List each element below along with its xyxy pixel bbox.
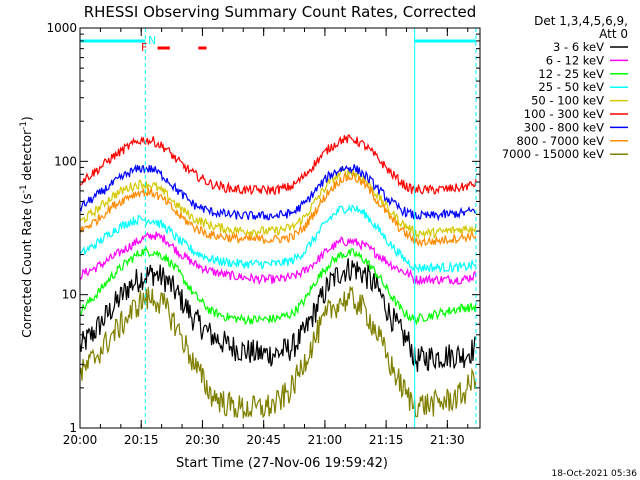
legend-entry-label: 12 - 25 keV	[538, 67, 604, 81]
y-axis-label-superscript: -1	[19, 121, 29, 130]
y-tick-label: 100	[54, 154, 77, 168]
x-tick-label: 21:30	[430, 433, 465, 447]
series-line	[79, 164, 477, 222]
series-line	[79, 246, 477, 326]
x-tick-label: 20:15	[124, 433, 159, 447]
series-line	[79, 231, 477, 286]
legend-header: Det 1,3,4,5,6,9,	[534, 14, 628, 28]
y-axis-label: Corrected Count Rate (s-1 detector-1)	[19, 116, 34, 337]
series-line	[79, 166, 477, 240]
x-axis-label: Start Time (27-Nov-06 19:59:42)	[176, 456, 388, 471]
x-tick-label: 21:15	[369, 433, 404, 447]
flag-label: F	[141, 41, 147, 54]
series-line	[79, 203, 477, 274]
y-axis-label-superscript: -1	[19, 184, 29, 193]
legend-entry-label: 7000 - 15000 keV	[502, 147, 604, 161]
x-tick-label: 20:45	[246, 433, 281, 447]
legend-entry-label: 3 - 6 keV	[553, 40, 604, 54]
y-tick-label: 1	[69, 421, 77, 435]
y-axis-label-part: )	[20, 116, 34, 121]
x-tick-label: 21:00	[308, 433, 343, 447]
series-line	[79, 286, 477, 419]
legend-entry-label: 100 - 300 keV	[524, 107, 604, 121]
legend-entry-label: 6 - 12 keV	[546, 53, 604, 67]
flag-label: N	[148, 34, 156, 47]
series-line	[79, 134, 477, 197]
x-tick-label: 20:30	[185, 433, 220, 447]
legend-entry-label: 25 - 50 keV	[538, 80, 604, 94]
legend-entry-label: 800 - 7000 keV	[516, 134, 604, 148]
y-axis-label-part: detector	[20, 130, 34, 185]
legend-entry-label: 300 - 800 keV	[524, 120, 604, 134]
series-line	[79, 258, 477, 372]
chart-title: RHESSI Observing Summary Count Rates, Co…	[84, 3, 477, 21]
plot-frame	[79, 27, 481, 429]
legend-entry-label: 50 - 100 keV	[531, 94, 604, 108]
plot-series	[79, 134, 477, 419]
y-axis-label-part: Corrected Count Rate (s	[20, 193, 34, 337]
y-tick-label: 10	[62, 288, 77, 302]
axes: 20:00 20:15 20:30 20:45 21:00 21:15 21:30 1 10 10…	[46, 21, 481, 447]
x-tick-label: 20:00	[63, 433, 98, 447]
y-tick-label: 1000	[46, 21, 77, 35]
timestamp: 18-Oct-2021 05:36	[552, 469, 638, 479]
series-line	[79, 171, 477, 248]
legend-header: Att 0	[599, 27, 628, 41]
